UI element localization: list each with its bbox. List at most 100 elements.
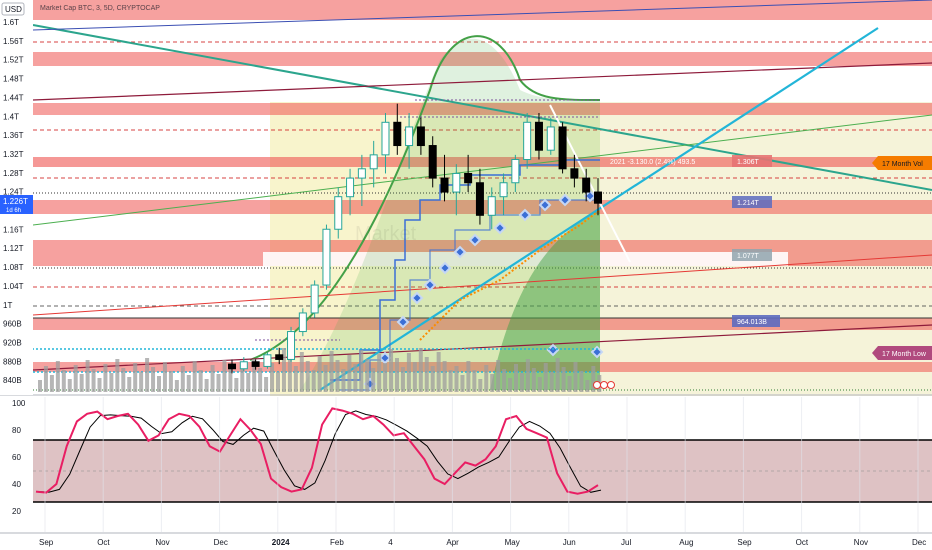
time-label: Sep bbox=[39, 538, 54, 547]
volume-bar bbox=[537, 377, 542, 392]
event-markers[interactable] bbox=[593, 381, 615, 389]
time-axis[interactable] bbox=[0, 533, 932, 550]
volume-bar bbox=[365, 359, 370, 392]
candle-body bbox=[228, 363, 236, 370]
volume-bar bbox=[210, 365, 215, 392]
svg-text:1.214T: 1.214T bbox=[737, 200, 760, 207]
stoch-pane[interactable] bbox=[33, 397, 932, 532]
stoch-axis-labels: 100 80 60 40 20 bbox=[12, 399, 26, 516]
price-tag-1214[interactable]: 1.214T bbox=[732, 196, 772, 208]
volume-bar bbox=[55, 361, 60, 392]
price-label: 1.44T bbox=[3, 93, 24, 102]
candle-body bbox=[275, 354, 284, 360]
dashed-levels bbox=[33, 41, 932, 307]
volume-bar bbox=[549, 372, 554, 392]
price-label: 1.48T bbox=[3, 75, 24, 84]
vol-high-label[interactable]: 17 Month Vol bbox=[872, 156, 932, 170]
volume-bar bbox=[85, 360, 90, 392]
volume-bar bbox=[555, 358, 560, 392]
price-tag-1306[interactable]: 1.306T bbox=[732, 155, 772, 167]
volume-bar bbox=[151, 367, 156, 392]
candle-body bbox=[334, 196, 343, 230]
candle-body bbox=[298, 312, 307, 333]
volume-bar bbox=[567, 376, 572, 392]
price-label: 1.56T bbox=[3, 37, 24, 46]
candle-body bbox=[475, 182, 484, 216]
candle-body bbox=[322, 228, 331, 286]
svg-text:17 Month Low: 17 Month Low bbox=[882, 351, 927, 358]
stoch-label: 60 bbox=[12, 453, 21, 462]
volume-bars bbox=[38, 348, 602, 392]
volume-bar bbox=[311, 370, 316, 392]
price-label: 1.52T bbox=[3, 56, 24, 65]
volume-bar bbox=[168, 371, 173, 392]
price-label: 1.6T bbox=[3, 18, 19, 27]
red-band-4 bbox=[33, 157, 932, 167]
symbol-header[interactable]: Market Cap BTC, 3, 5D, CRYPTOCAP bbox=[40, 5, 160, 12]
currency-badge[interactable]: USD bbox=[1, 2, 25, 16]
candle-body bbox=[487, 196, 496, 216]
teal-downtrend bbox=[32, 24, 932, 191]
volume-bar bbox=[258, 368, 263, 392]
volume-bar bbox=[460, 375, 465, 392]
price-tag-1077[interactable]: 1.077T bbox=[732, 249, 772, 261]
volume-bar bbox=[389, 349, 394, 392]
volume-bar bbox=[591, 366, 596, 392]
volume-bar bbox=[287, 357, 292, 392]
volume-bar bbox=[91, 369, 96, 392]
stoch-axis[interactable] bbox=[0, 397, 33, 532]
volume-bar bbox=[573, 362, 578, 392]
volume-bar bbox=[145, 358, 150, 392]
candle-body bbox=[239, 361, 248, 370]
candlesticks bbox=[228, 103, 602, 374]
volume-bar bbox=[79, 374, 84, 392]
time-label: Dec bbox=[214, 538, 228, 547]
red-band-7 bbox=[33, 318, 932, 330]
candle-body bbox=[499, 182, 508, 198]
volume-bar bbox=[97, 378, 102, 392]
volume-bar bbox=[38, 380, 42, 392]
fib-annotation: 2021 -3.130.0 (2.4%) 493.5 bbox=[610, 159, 695, 166]
candle-body bbox=[464, 172, 473, 184]
red-band-3 bbox=[33, 103, 932, 115]
volume-bar bbox=[252, 359, 257, 392]
vol-low-label[interactable]: 17 Month Low bbox=[872, 346, 932, 360]
time-label: Nov bbox=[155, 538, 169, 547]
candle-body bbox=[251, 361, 260, 367]
volume-bar bbox=[472, 370, 477, 392]
vertical-grid bbox=[44, 397, 919, 532]
volume-bar bbox=[448, 370, 453, 392]
volume-bar bbox=[531, 368, 536, 392]
candle-body bbox=[452, 172, 461, 193]
price-label: 1.32T bbox=[3, 150, 24, 159]
svg-text:USD: USD bbox=[5, 5, 22, 14]
volume-bar bbox=[246, 373, 251, 392]
price-tag-964[interactable]: 964.013B bbox=[732, 315, 780, 327]
volume-bar bbox=[395, 358, 399, 392]
svg-text:1d 6h: 1d 6h bbox=[6, 208, 21, 214]
volume-bar bbox=[281, 348, 286, 392]
red-band-1 bbox=[33, 0, 932, 20]
volume-bar bbox=[359, 350, 364, 392]
blue-step-line bbox=[330, 159, 600, 381]
watermark: Market bbox=[355, 223, 417, 245]
current-price-tag[interactable]: 1.226T 1d 6h bbox=[0, 195, 33, 214]
time-label: Oct bbox=[796, 538, 809, 547]
volume-bar bbox=[228, 369, 233, 392]
stoch-d-line bbox=[38, 410, 602, 493]
volume-bar bbox=[133, 363, 138, 392]
time-label: 2024 bbox=[272, 538, 290, 547]
volume-bar bbox=[371, 368, 376, 392]
purple-trend bbox=[32, 0, 932, 31]
price-label: 920B bbox=[3, 338, 22, 347]
candle-body bbox=[570, 168, 579, 179]
price-label: 880B bbox=[3, 357, 22, 366]
volume-bar bbox=[73, 365, 78, 392]
volume-bar bbox=[198, 370, 203, 392]
candle-body bbox=[594, 191, 602, 204]
volume-bar bbox=[61, 370, 66, 392]
price-label: 1.16T bbox=[3, 225, 24, 234]
candle-body bbox=[416, 126, 425, 147]
volume-bar bbox=[478, 379, 483, 392]
